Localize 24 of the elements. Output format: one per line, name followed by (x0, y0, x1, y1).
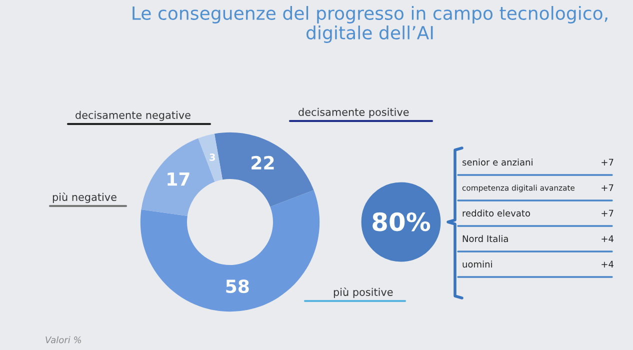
text: Valori % (46, 336, 82, 344)
data-label: 17 (168, 172, 190, 186)
chart-title: Le conseguenze del progresso in campo tecnologico, digitale dell’AI (132, 6, 608, 44)
data-label: 22 (252, 156, 274, 170)
text: reddito elevato (462, 210, 530, 217)
donut-slice (141, 138, 215, 216)
donut-slice (198, 134, 223, 182)
text: Nord Italia (462, 235, 508, 242)
slice-label: più negative (52, 192, 116, 203)
slice-label: decisamente negative (76, 110, 190, 121)
text: +4 (602, 235, 614, 242)
text: uomini (462, 260, 492, 268)
data-label: 58 (226, 279, 249, 294)
text: +7 (602, 210, 614, 216)
donut-slice (140, 190, 320, 312)
donut-slice (214, 132, 314, 207)
slice-label: decisamente positive (298, 108, 409, 118)
text: +4 (602, 260, 614, 268)
text: 80% (372, 212, 430, 232)
text: +7 (602, 158, 614, 166)
data-label: 3 (210, 154, 215, 161)
text: +7 (602, 184, 614, 191)
text: senior e anziani (462, 158, 532, 166)
slice-label: più positive (334, 288, 393, 298)
